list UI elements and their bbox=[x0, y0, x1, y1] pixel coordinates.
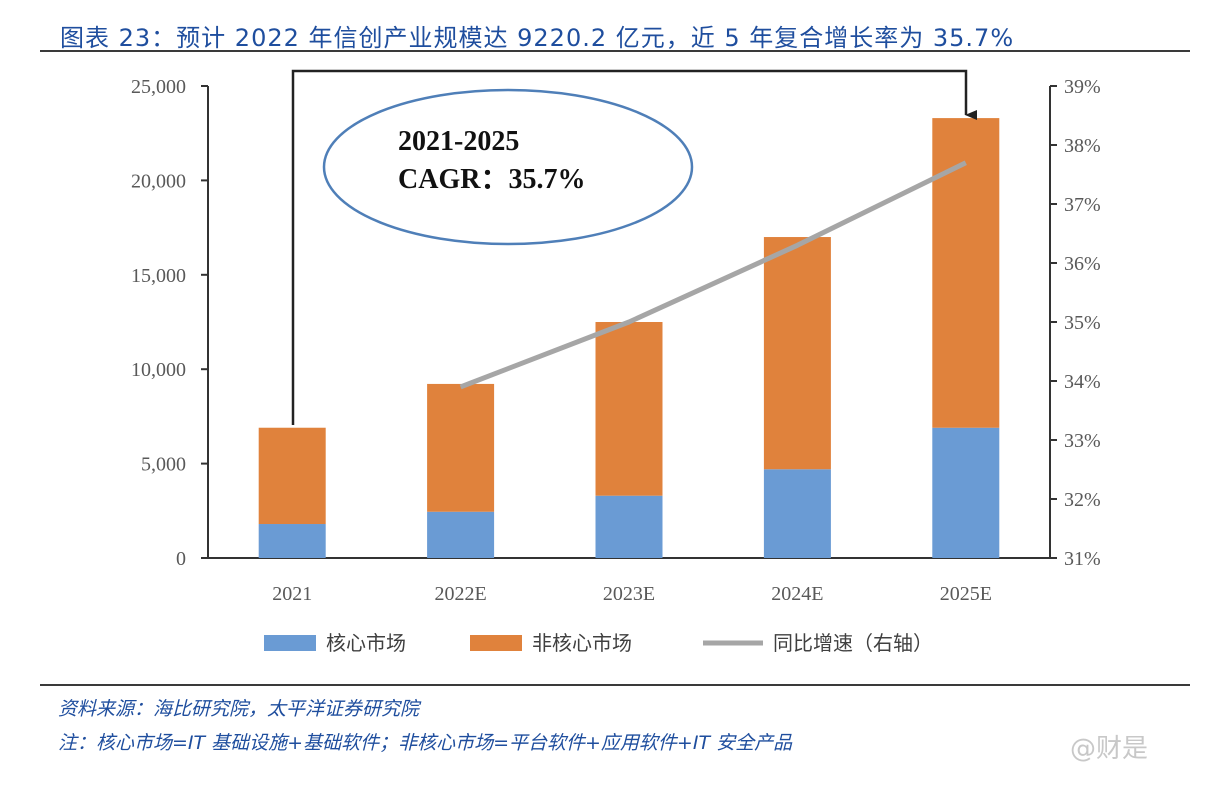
bar-core-market bbox=[595, 495, 663, 558]
chart-title: 图表 23：预计 2022 年信创产业规模达 9220.2 亿元，近 5 年复合… bbox=[60, 24, 1015, 52]
left-tick-label: 5,000 bbox=[141, 454, 186, 476]
left-tick-label: 20,000 bbox=[131, 170, 186, 192]
bar-noncore-market bbox=[763, 237, 831, 470]
title-row: 图表 23：预计 2022 年信创产业规模达 9220.2 亿元，近 5 年复合… bbox=[40, 10, 1190, 52]
right-tick-label: 35% bbox=[1064, 312, 1101, 334]
source-text: 资料来源：海比研究院，太平洋证券研究院 bbox=[58, 698, 420, 720]
legend-core-market-label: 核心市场 bbox=[326, 631, 406, 655]
bar-core-market bbox=[427, 511, 495, 558]
cagr-arrow bbox=[291, 69, 977, 425]
cagr-ellipse bbox=[322, 88, 694, 246]
x-tick-label: 2022E bbox=[434, 583, 486, 605]
right-tick-label: 39% bbox=[1064, 76, 1101, 98]
cagr-annotation: 2021-2025 CAGR：35.7% bbox=[291, 69, 977, 425]
legend-noncore-market-swatch bbox=[470, 635, 522, 651]
legend-noncore-market-label: 非核心市场 bbox=[532, 631, 632, 655]
note-text: 注：核心市场=IT 基础设施+基础软件；非核心市场=平台软件+应用软件+IT 安… bbox=[58, 732, 793, 754]
cagr-value-label: CAGR：35.7% bbox=[398, 164, 585, 195]
x-tick-label: 2023E bbox=[603, 583, 655, 605]
axes: 0 5,000 10,000 15,000 20,000 25,000 31% 32% 33% 3… bbox=[131, 76, 1101, 605]
right-tick-label: 37% bbox=[1064, 194, 1101, 216]
top-rule bbox=[40, 50, 1190, 52]
bars bbox=[258, 118, 1000, 558]
left-tick-label: 25,000 bbox=[131, 76, 186, 98]
left-tick-label: 15,000 bbox=[131, 265, 186, 287]
bar-core-market bbox=[763, 469, 831, 558]
right-tick-label: 38% bbox=[1064, 135, 1101, 157]
x-tick-label: 2024E bbox=[771, 583, 823, 605]
left-tick-label: 0 bbox=[176, 548, 186, 570]
right-tick-label: 36% bbox=[1064, 253, 1101, 275]
growth-line-group bbox=[459, 160, 967, 390]
chart-canvas: 0 5,000 10,000 15,000 20,000 25,000 31% 32% 33% 3… bbox=[131, 69, 1101, 655]
growth-line bbox=[459, 160, 967, 390]
right-tick-label: 32% bbox=[1064, 489, 1101, 511]
watermark: @财是 bbox=[1070, 734, 1149, 764]
right-tick-label: 34% bbox=[1064, 371, 1101, 393]
x-tick-label: 2025E bbox=[940, 583, 992, 605]
x-tick-label: 2021 bbox=[272, 583, 312, 605]
legend-core-market-swatch bbox=[264, 635, 316, 651]
right-tick-label: 33% bbox=[1064, 430, 1101, 452]
bar-noncore-market bbox=[427, 383, 495, 512]
right-tick-label: 31% bbox=[1064, 548, 1101, 570]
bar-noncore-market bbox=[932, 118, 1000, 428]
bar-noncore-market bbox=[258, 427, 326, 525]
left-tick-label: 10,000 bbox=[131, 359, 186, 381]
bar-noncore-market bbox=[595, 322, 663, 496]
bottom-rule bbox=[40, 684, 1190, 686]
bar-core-market bbox=[932, 427, 1000, 558]
bar-core-market bbox=[258, 524, 326, 558]
legend: 核心市场 非核心市场 同比增速（右轴） bbox=[264, 631, 933, 655]
legend-growth-label: 同比增速（右轴） bbox=[773, 631, 933, 655]
cagr-range-label: 2021-2025 bbox=[398, 126, 519, 157]
